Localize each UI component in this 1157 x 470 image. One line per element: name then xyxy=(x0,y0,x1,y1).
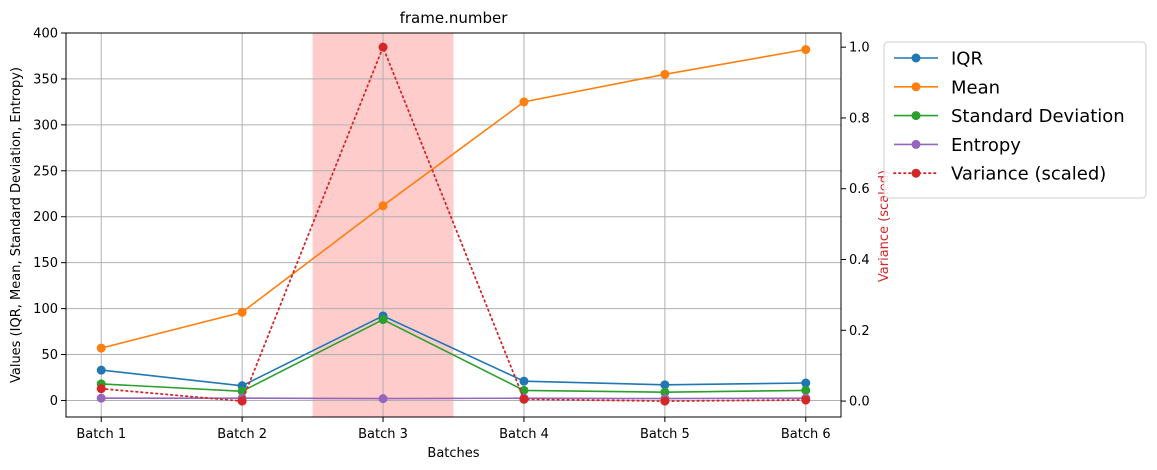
data-point xyxy=(660,69,670,79)
y2-tick-label: 0.8 xyxy=(849,111,870,126)
x-tick-label: Batch 6 xyxy=(781,427,831,442)
y-tick-label: 400 xyxy=(33,27,58,42)
data-point xyxy=(519,97,529,107)
series-line-4 xyxy=(100,44,807,403)
legend-swatch-marker xyxy=(911,168,921,178)
y2-tick-label: 0.0 xyxy=(849,395,870,410)
data-point xyxy=(237,386,247,396)
legend-swatch-marker xyxy=(911,82,921,92)
y-tick-label: 200 xyxy=(33,210,58,225)
y2-tick-label: 0.6 xyxy=(849,182,870,197)
x-tick-label: Batch 3 xyxy=(358,427,408,442)
data-point xyxy=(96,393,106,403)
legend-entry: Standard Deviation xyxy=(951,106,1125,127)
legend-entry: Mean xyxy=(951,77,1000,98)
x-tick-label: Batch 5 xyxy=(640,427,690,442)
legend-entry: Variance (scaled) xyxy=(951,164,1106,185)
data-point xyxy=(519,394,529,404)
x-axis-label: Batches xyxy=(427,446,479,461)
legend-entry: IQR xyxy=(951,49,983,70)
data-point xyxy=(801,45,811,55)
x-tick-label: Batch 2 xyxy=(217,427,267,442)
y-tick-label: 100 xyxy=(33,302,58,317)
data-point xyxy=(660,380,670,390)
y2-tick-label: 1.0 xyxy=(849,41,870,56)
data-point xyxy=(378,42,388,52)
y-axis-label: Values (IQR, Mean, Standard Deviation, E… xyxy=(9,67,24,383)
data-point xyxy=(801,395,811,405)
legend-box xyxy=(883,41,1147,199)
legend-entry: Entropy xyxy=(951,135,1021,156)
series-line-0 xyxy=(101,315,806,387)
y2-tick-label: 0.2 xyxy=(849,324,870,339)
data-point xyxy=(237,307,247,317)
legend-swatch-marker xyxy=(911,53,921,63)
data-point xyxy=(378,201,388,211)
y-tick-label: 300 xyxy=(33,118,58,133)
data-point xyxy=(96,384,106,394)
x-tick-label: Batch 1 xyxy=(76,427,126,442)
data-point xyxy=(519,376,529,386)
data-point xyxy=(378,394,388,404)
series-line-1 xyxy=(101,48,806,349)
data-point xyxy=(660,396,670,406)
legend-swatch-marker xyxy=(911,139,921,149)
y-tick-label: 350 xyxy=(33,72,58,87)
data-point xyxy=(801,385,811,395)
legend-swatch-marker xyxy=(911,111,921,121)
data-point xyxy=(801,378,811,388)
y-tick-label: 250 xyxy=(33,164,58,179)
data-point xyxy=(237,396,247,406)
plot-frame xyxy=(65,32,842,418)
chart-title: frame.number xyxy=(400,9,509,27)
y2-tick-label: 0.4 xyxy=(849,253,870,268)
y-tick-label: 50 xyxy=(41,348,58,363)
y-tick-label: 150 xyxy=(33,256,58,271)
data-point xyxy=(378,315,388,325)
data-point xyxy=(660,387,670,397)
x-tick-label: Batch 4 xyxy=(499,427,549,442)
data-point xyxy=(96,365,106,375)
y-tick-label: 0 xyxy=(50,394,58,409)
series-line-2 xyxy=(101,318,806,394)
data-point xyxy=(96,343,106,353)
legend: IQR Mean Standard Deviation Entropy Variance… xyxy=(883,41,1147,199)
